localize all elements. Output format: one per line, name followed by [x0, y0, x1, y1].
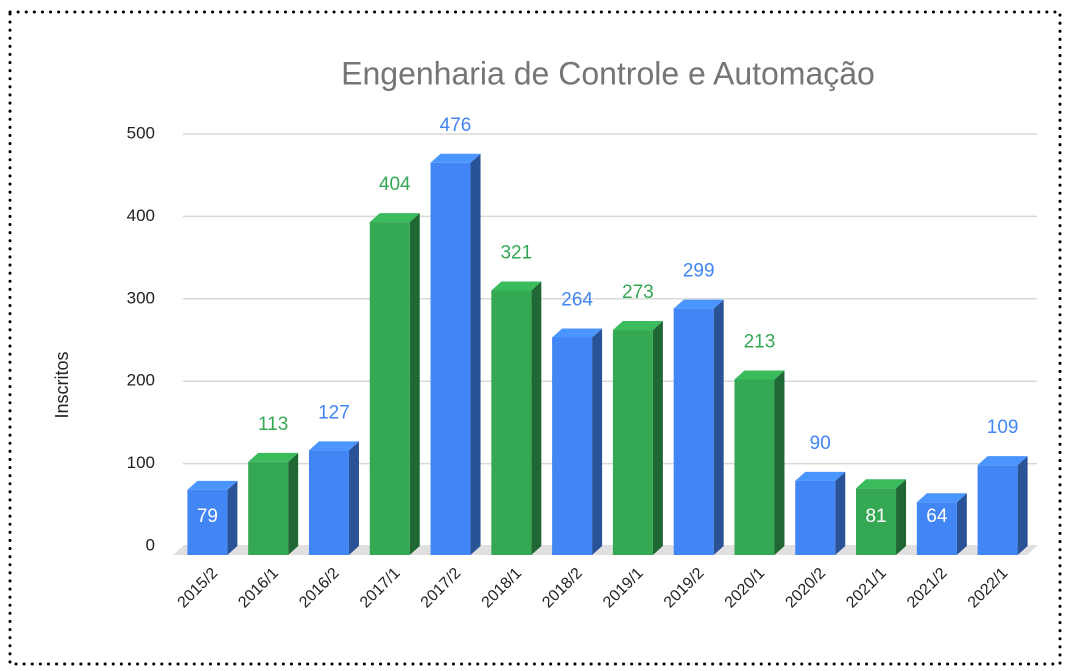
bar	[612, 321, 663, 555]
bar	[856, 479, 907, 555]
x-tick-label: 2021/2	[904, 565, 951, 612]
bar	[187, 480, 238, 555]
x-tick-label: 2017/1	[357, 565, 404, 612]
y-tick-label: 500	[127, 123, 155, 142]
x-tick-label: 2016/1	[235, 565, 282, 612]
x-tick-label: 2018/1	[479, 565, 526, 612]
data-label: 321	[500, 243, 532, 264]
bar	[430, 153, 481, 555]
x-tick-label: 2022/1	[965, 565, 1012, 612]
x-tick-label: 2020/2	[782, 565, 829, 612]
x-tick-label: 2019/2	[661, 565, 708, 612]
bar	[552, 328, 603, 555]
bar	[795, 471, 846, 555]
x-tick-label: 2017/2	[418, 565, 465, 612]
data-label: 404	[379, 174, 411, 195]
data-label: 90	[810, 433, 831, 454]
bar	[308, 441, 359, 555]
bar	[734, 370, 785, 555]
data-label: 299	[683, 261, 715, 282]
data-label: 79	[197, 506, 218, 527]
bar	[369, 213, 420, 555]
x-tick-label: 2018/2	[539, 565, 586, 612]
bar	[916, 493, 967, 555]
bar	[248, 452, 299, 555]
data-label: 273	[622, 282, 654, 303]
data-label: 213	[744, 332, 776, 353]
y-tick-label: 200	[127, 371, 155, 390]
data-label: 476	[440, 115, 472, 136]
y-tick-label: 100	[127, 453, 155, 472]
x-tick-label: 2021/1	[843, 565, 890, 612]
x-tick-label: 2019/1	[600, 565, 647, 612]
bar	[673, 299, 724, 555]
data-label: 113	[258, 414, 288, 435]
y-axis-label: Inscritos	[52, 351, 72, 418]
data-label: 127	[318, 402, 350, 423]
x-tick-label: 2020/1	[722, 565, 769, 612]
data-label: 81	[865, 506, 886, 527]
chart-title: Engenharia de Controle e Automação	[341, 55, 875, 91]
data-label: 264	[561, 289, 593, 310]
data-label: 109	[987, 417, 1019, 438]
bar	[977, 456, 1028, 555]
y-tick-label: 300	[127, 288, 155, 307]
data-label: 64	[926, 506, 948, 527]
x-tick-label: 2015/2	[175, 565, 222, 612]
y-tick-label: 0	[146, 535, 155, 554]
bar	[491, 281, 542, 555]
x-tick-label: 2016/2	[296, 565, 343, 612]
y-tick-label: 400	[127, 206, 155, 225]
floor	[173, 546, 1037, 555]
border	[8, 10, 1062, 666]
